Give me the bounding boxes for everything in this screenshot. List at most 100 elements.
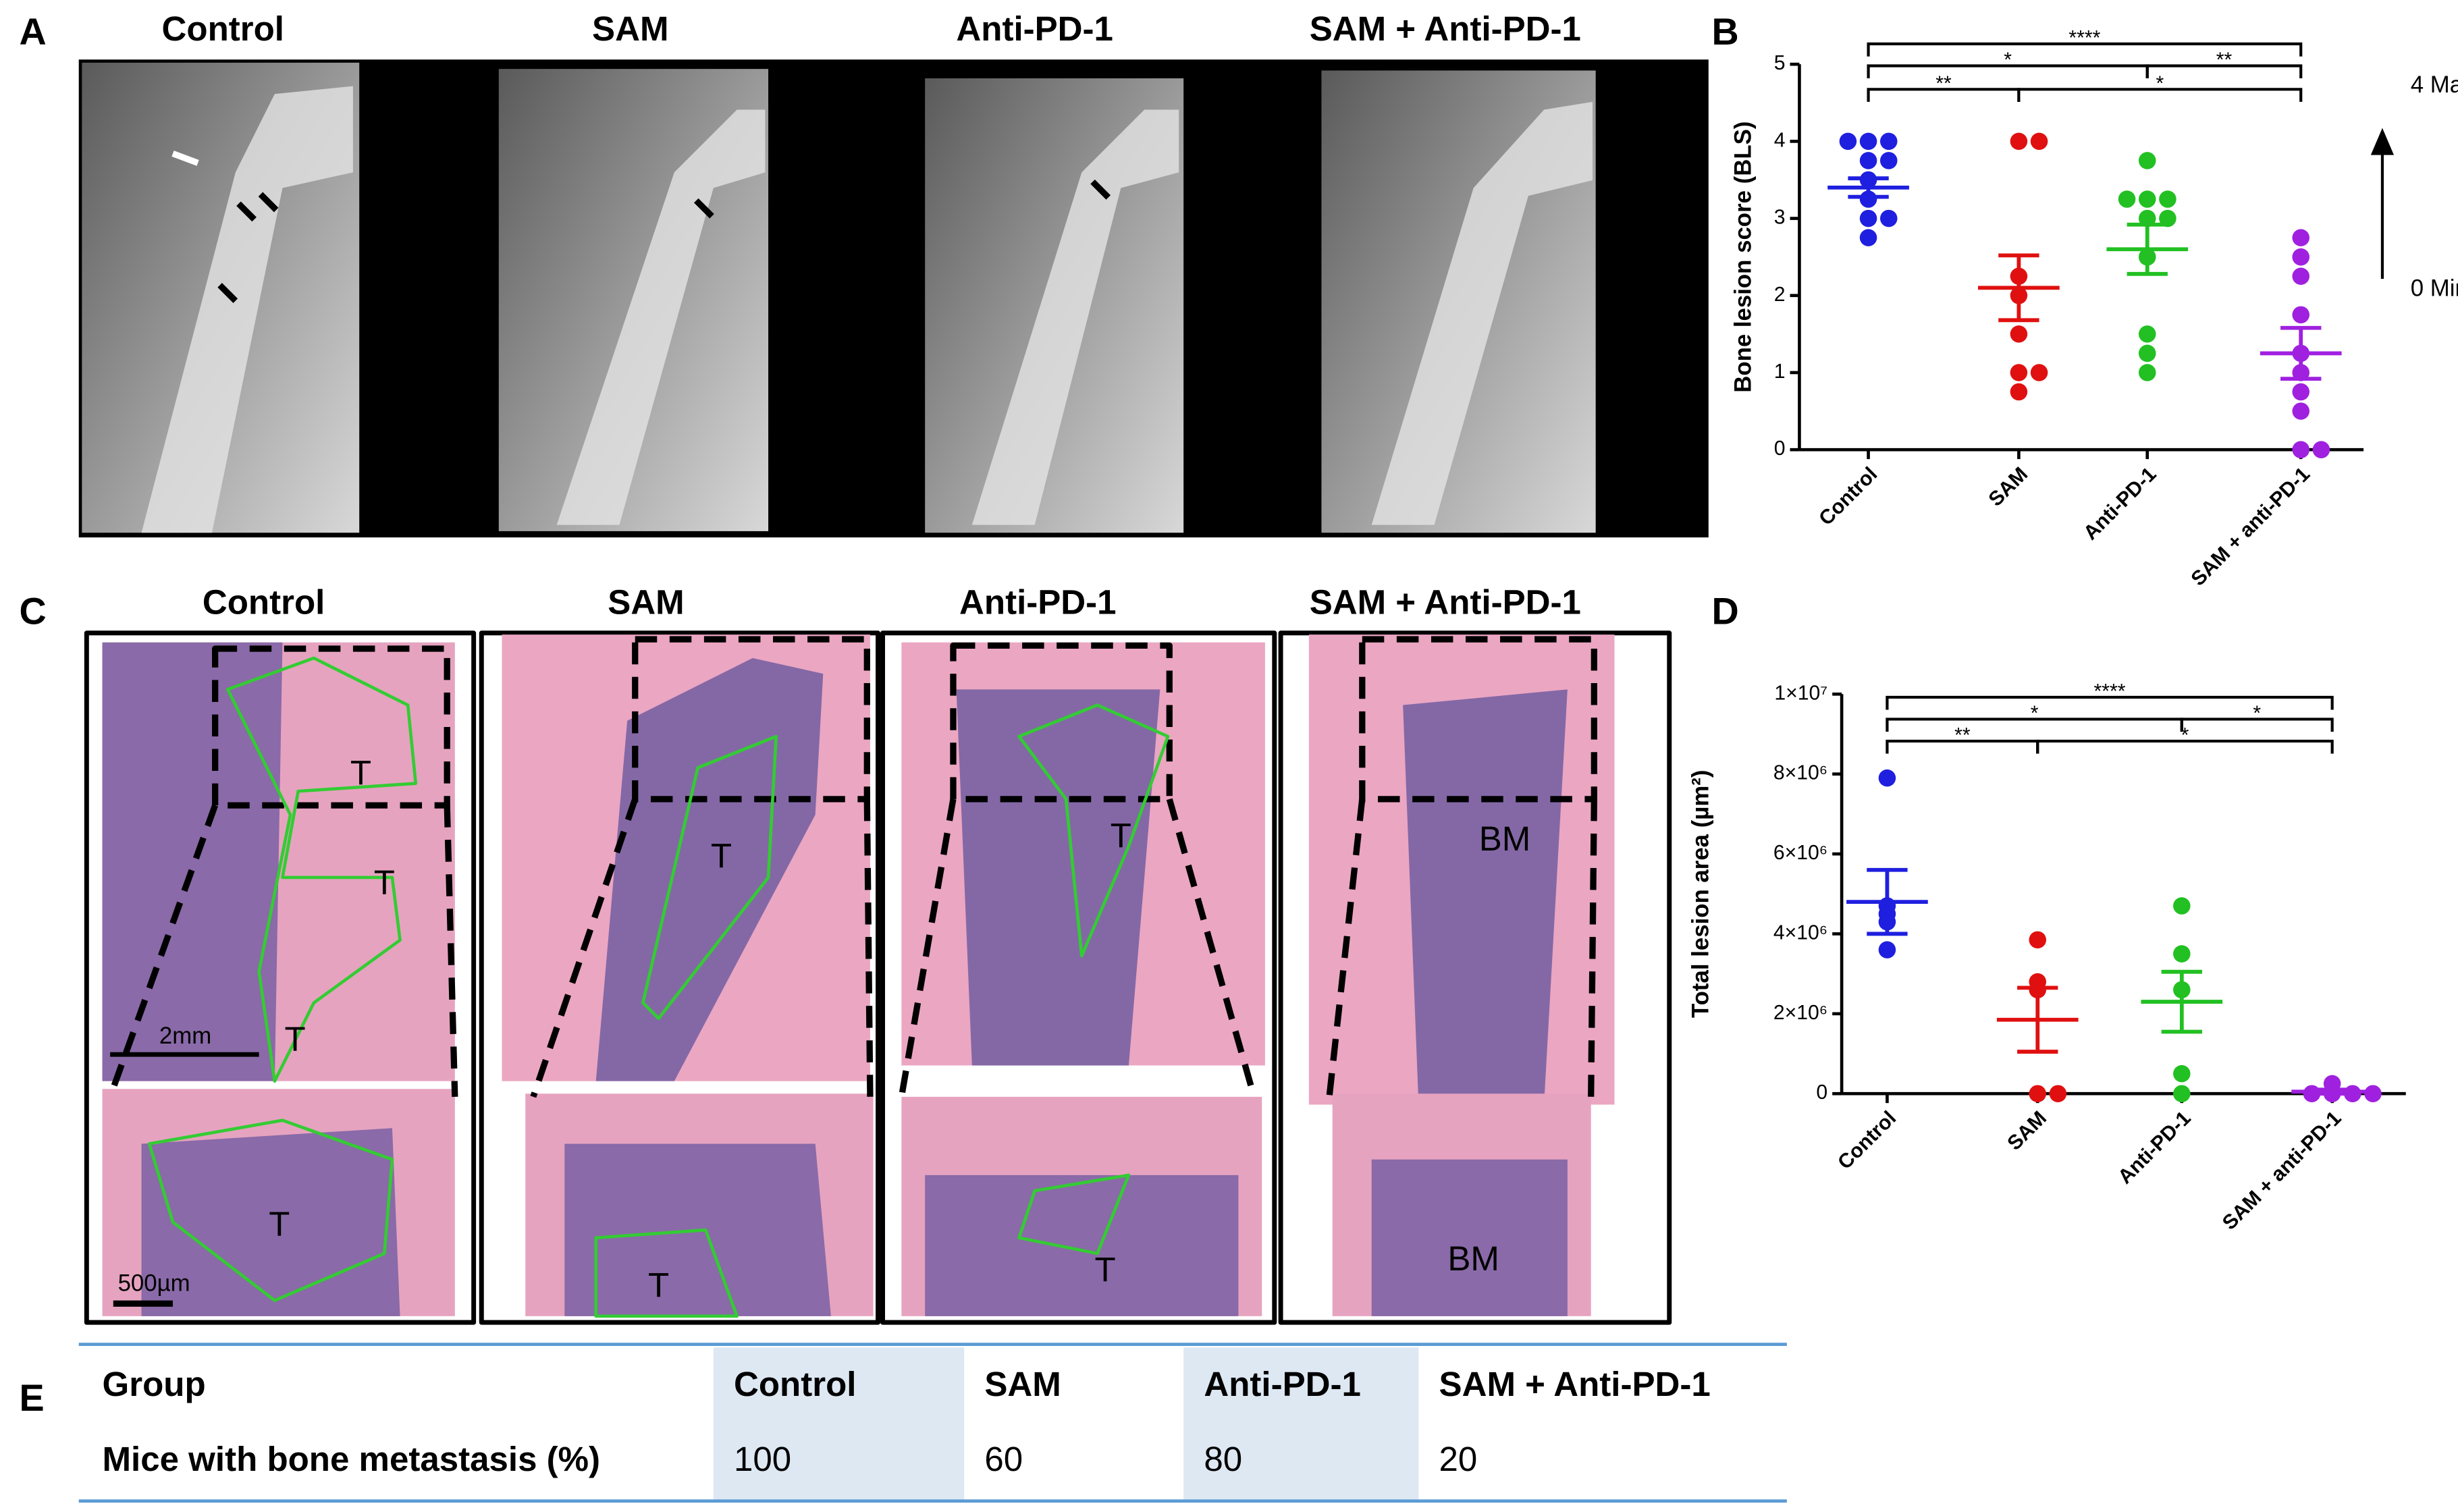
- panel-title: Anti-PD-1: [956, 9, 1113, 48]
- data-point: [2173, 897, 2191, 915]
- data-point: [2138, 152, 2156, 169]
- data-point: [1839, 132, 1857, 151]
- panel-label: D: [1711, 591, 1738, 632]
- data-point: [2292, 306, 2309, 324]
- data-point: [2010, 364, 2028, 381]
- table-header: Group: [103, 1365, 206, 1403]
- panel-title: Anti-PD-1: [959, 583, 1117, 621]
- tissue-label: BM: [1447, 1239, 1499, 1278]
- y-axis-label: Bone lesion score (BLS): [1730, 122, 1756, 393]
- tissue-label: T: [350, 753, 371, 792]
- panel-title: SAM: [608, 583, 684, 621]
- significance-bracket: [2145, 64, 2303, 79]
- significance-label: ****: [2094, 680, 2126, 703]
- xray-strip: [78, 59, 1709, 538]
- y-tick-label: 1×10⁷: [1774, 682, 1827, 704]
- error-bar: [2127, 222, 2168, 276]
- panel-label: B: [1711, 11, 1738, 53]
- tissue-label: T: [374, 863, 395, 902]
- significance-bracket: [2036, 739, 2334, 754]
- error-bar: [2312, 1087, 2353, 1096]
- data-point: [1879, 132, 1898, 151]
- data-point: [2159, 190, 2176, 208]
- y-tick-label: 3: [1774, 207, 1786, 229]
- panel-title: SAM + Anti-PD-1: [1310, 9, 1581, 48]
- error-bar: [2017, 986, 2058, 1054]
- data-point: [1859, 152, 1877, 169]
- data-point: [2010, 383, 2028, 401]
- y-tick-label: 4: [1774, 129, 1786, 151]
- table-header: SAM + Anti-PD-1: [1439, 1365, 1711, 1403]
- data-point: [2030, 364, 2048, 381]
- y-tick-label: 0: [1774, 437, 1786, 460]
- significance-bracket: [1886, 695, 2334, 710]
- tissue-label: T: [269, 1205, 290, 1243]
- x-tick-label: SAM + anti-PD-1: [2187, 463, 2314, 591]
- scale-label: 4 Max: [2411, 72, 2458, 98]
- table-cell: 20: [1439, 1440, 1478, 1478]
- significance-label: *: [2181, 724, 2189, 747]
- data-point: [2173, 1085, 2191, 1102]
- y-tick-label: 5: [1774, 52, 1786, 74]
- table-frame: [78, 1343, 1787, 1503]
- x-tick-label: Control: [1834, 1107, 1900, 1174]
- error-bar: [1867, 867, 1908, 936]
- data-point: [2292, 267, 2309, 286]
- table-header: Anti-PD-1: [1204, 1365, 1361, 1403]
- table-cell: Mice with bone metastasis (%): [103, 1440, 601, 1478]
- panel-label: A: [20, 11, 47, 53]
- panel-title: SAM: [592, 9, 668, 48]
- data-point: [2292, 383, 2309, 401]
- data-point: [2138, 364, 2156, 381]
- y-axis-label: Total lesion area (µm²): [1688, 770, 1714, 1018]
- error-bar: [1998, 253, 2039, 323]
- significance-bracket: [1867, 42, 2303, 57]
- data-point: [2173, 1064, 2191, 1083]
- data-point: [1859, 229, 1877, 246]
- data-point: [2292, 248, 2309, 266]
- y-tick-label: 1: [1774, 360, 1786, 383]
- data-point: [2292, 441, 2309, 458]
- data-point: [2292, 402, 2309, 420]
- data-point: [1879, 152, 1898, 169]
- data-point: [2292, 229, 2309, 246]
- tissue-label: T: [1095, 1250, 1116, 1289]
- significance-label: **: [1935, 72, 1952, 94]
- panel-title: SAM + Anti-PD-1: [1310, 583, 1581, 621]
- data-point: [2364, 1085, 2382, 1102]
- data-point: [1878, 769, 1896, 787]
- data-point: [1859, 190, 1877, 208]
- table-cell: 100: [734, 1440, 791, 1478]
- significance-label: **: [1954, 724, 1971, 747]
- data-point: [2010, 325, 2028, 343]
- y-tick-label: 2: [1774, 284, 1786, 306]
- significance-label: **: [2216, 49, 2233, 71]
- y-tick-label: 4×10⁶: [1773, 921, 1827, 944]
- error-bar: [2280, 325, 2322, 381]
- table-cell: 80: [1204, 1440, 1242, 1478]
- data-point: [1859, 209, 1877, 227]
- x-tick-label: SAM: [1985, 463, 2033, 511]
- error-bar: [2161, 969, 2202, 1034]
- data-point: [1878, 941, 1896, 959]
- scale-bar-label: 500µm: [118, 1270, 190, 1297]
- x-tick-label: SAM: [2003, 1107, 2051, 1155]
- x-tick-label: Anti-PD-1: [2079, 463, 2160, 544]
- y-tick-label: 0: [1816, 1081, 1827, 1104]
- significance-label: *: [2031, 702, 2039, 724]
- tissue-label: T: [648, 1266, 669, 1305]
- data-point: [2138, 190, 2156, 208]
- x-tick-label: Control: [1815, 463, 1881, 530]
- data-point: [2173, 945, 2191, 963]
- tissue-label: BM: [1479, 819, 1531, 858]
- data-point: [1859, 132, 1877, 151]
- table-header: Control: [734, 1365, 856, 1403]
- panel-label: C: [20, 591, 47, 632]
- histology: [84, 630, 1672, 1325]
- panel-label: E: [20, 1377, 45, 1419]
- significance-label: *: [2004, 49, 2012, 71]
- tissue-label: T: [711, 837, 732, 875]
- data-point: [2029, 1085, 2047, 1102]
- data-point: [2030, 132, 2048, 151]
- y-tick-label: 6×10⁶: [1773, 842, 1827, 864]
